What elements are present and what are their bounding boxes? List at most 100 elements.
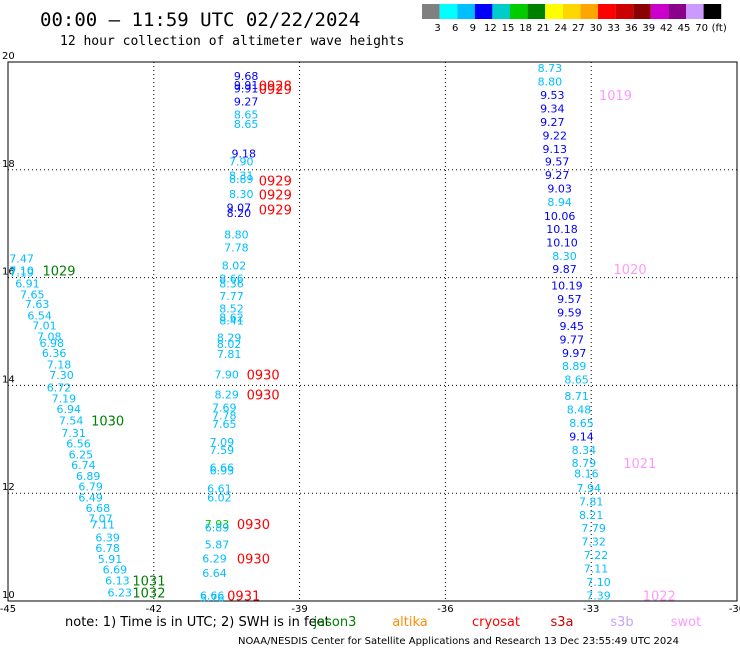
swh-value: 6.39	[95, 531, 120, 544]
swh-value: 6.78	[95, 542, 120, 555]
swh-value: 8.89	[229, 173, 254, 186]
swh-value: 6.79	[78, 481, 103, 494]
swh-value: 7.07	[88, 513, 113, 526]
colorbar-label: 27	[572, 23, 585, 34]
swh-value: 8.65	[569, 417, 594, 430]
satellite-legend-item: s3b	[610, 615, 633, 630]
colorbar-swatch	[633, 4, 651, 19]
pass-time-label: 1021	[623, 457, 656, 472]
swh-value: 7.11	[91, 518, 116, 531]
colorbar-label: 24	[554, 23, 567, 34]
satellite-legend-item: jason3	[313, 615, 357, 630]
swh-value: 8.73	[538, 62, 563, 75]
colorbar-swatch	[598, 4, 616, 19]
grid-lines	[8, 62, 737, 601]
pass-time-label: 0929	[259, 204, 292, 219]
swh-value: 7.79	[581, 522, 606, 535]
pass-time-label: 1030	[91, 414, 124, 429]
pass-time-label: 1032	[132, 586, 165, 601]
footer-credit: NOAA/NESDIS Center for Satellite Applica…	[238, 636, 679, 647]
pass-time-label: 1031	[132, 575, 165, 590]
chart-subtitle: 12 hour collection of altimeter wave hei…	[60, 34, 404, 49]
x-tick-label: -42	[146, 604, 162, 615]
swh-value: 9.68	[234, 70, 259, 83]
swh-value: 7.47	[9, 253, 34, 266]
swh-value: 8.41	[219, 315, 244, 328]
swh-value: 9.57	[557, 293, 582, 306]
pass-time-label: 1020	[614, 263, 647, 278]
y-tick-label: 20	[2, 51, 15, 62]
swh-value: 6.49	[78, 492, 103, 505]
colorbar-swatch	[562, 4, 581, 19]
pass-time-label: 0930	[237, 518, 270, 533]
swh-value: 9.03	[547, 183, 572, 196]
swh-value: 8.31	[229, 170, 254, 183]
satellite-legend-item: s3a	[550, 615, 573, 630]
x-tick-label: -33	[583, 604, 599, 615]
pass-time-label: 1029	[42, 265, 75, 280]
swh-value: 7.59	[210, 444, 235, 457]
swh-value: 8.21	[579, 509, 604, 522]
swh-value: 8.80	[224, 228, 249, 241]
swh-value: 7.08	[37, 330, 62, 343]
swh-value: 6.25	[69, 448, 94, 461]
swh-value: 7.81	[579, 495, 604, 508]
pass-time-label: 0930	[237, 552, 270, 567]
chart-title: 00:00 – 11:59 UTC 02/22/2024	[40, 9, 360, 31]
swh-value: 9.53	[540, 89, 565, 102]
swh-value: 7.94	[577, 482, 602, 495]
x-tick-label: -39	[291, 604, 307, 615]
swh-values: 7.477.107.196.917.657.636.547.017.086.98…	[9, 62, 610, 605]
swh-value: 8.65	[234, 118, 259, 131]
swh-value: 9.22	[543, 129, 568, 142]
satellite-legend-item: swot	[671, 615, 701, 630]
pass-time-label: 1022	[643, 590, 676, 605]
colorbar-swatch	[615, 4, 634, 19]
colorbar-label: 15	[502, 23, 515, 34]
swh-value: 8.52	[219, 302, 244, 315]
swh-value: 8.79	[572, 457, 597, 470]
y-tick-label: 12	[2, 482, 15, 493]
colorbar-label: 9	[470, 23, 476, 34]
colorbar-swatch	[474, 4, 493, 19]
colorbar-legend: 3 6 9 12 15 18 21 24 27 30 33 36 39 42 45 70 (ft)	[422, 4, 727, 34]
swh-value: 6.89	[205, 522, 230, 535]
swh-value: 7.81	[217, 348, 242, 361]
satellite-legend-item: altika	[392, 615, 428, 630]
swh-value: 8.71	[564, 390, 589, 403]
colorbar-label: 36	[625, 23, 638, 34]
colorbar-swatch	[650, 4, 669, 19]
swh-value: 6.36	[42, 347, 67, 360]
colorbar-label: 12	[484, 23, 497, 34]
y-tick-label: 18	[2, 159, 15, 170]
colorbar-swatch	[422, 4, 440, 19]
pass-time-label: 0929	[259, 175, 292, 190]
swh-value: 6.74	[71, 459, 96, 472]
swh-value: 8.65	[564, 373, 589, 386]
swh-value: 7.63	[25, 298, 50, 311]
swh-value: 9.91	[234, 79, 259, 92]
swh-value: 7.01	[32, 320, 57, 333]
swh-value: 7.93	[205, 518, 230, 531]
swh-value: 7.19	[52, 392, 77, 405]
swh-value: 6.72	[47, 382, 72, 395]
pass-time-label: 0931	[227, 590, 260, 605]
pass-time-label: 0929	[259, 83, 292, 98]
colorbar-swatch	[492, 4, 510, 19]
swh-value: 8.62	[219, 311, 244, 324]
swh-value: 9.97	[562, 347, 587, 360]
swh-value: 7.10	[586, 576, 611, 589]
axis-tick-labels: -45 -42 -39 -36 -33 -30 10 12 14 16 18 20	[0, 51, 740, 615]
swh-value: 8.80	[538, 75, 563, 88]
colorbar-label: 6	[452, 23, 458, 34]
swh-value: 9.18	[231, 148, 256, 161]
colorbar-swatch	[686, 4, 704, 19]
swh-value: 7.78	[224, 241, 249, 254]
swh-value: 7.90	[229, 156, 254, 169]
swh-value: 5.87	[205, 538, 230, 551]
colorbar-swatch	[668, 4, 686, 19]
swh-value: 6.94	[57, 403, 82, 416]
colorbar-swatch	[439, 4, 458, 19]
pass-time-label: 0930	[247, 389, 280, 404]
